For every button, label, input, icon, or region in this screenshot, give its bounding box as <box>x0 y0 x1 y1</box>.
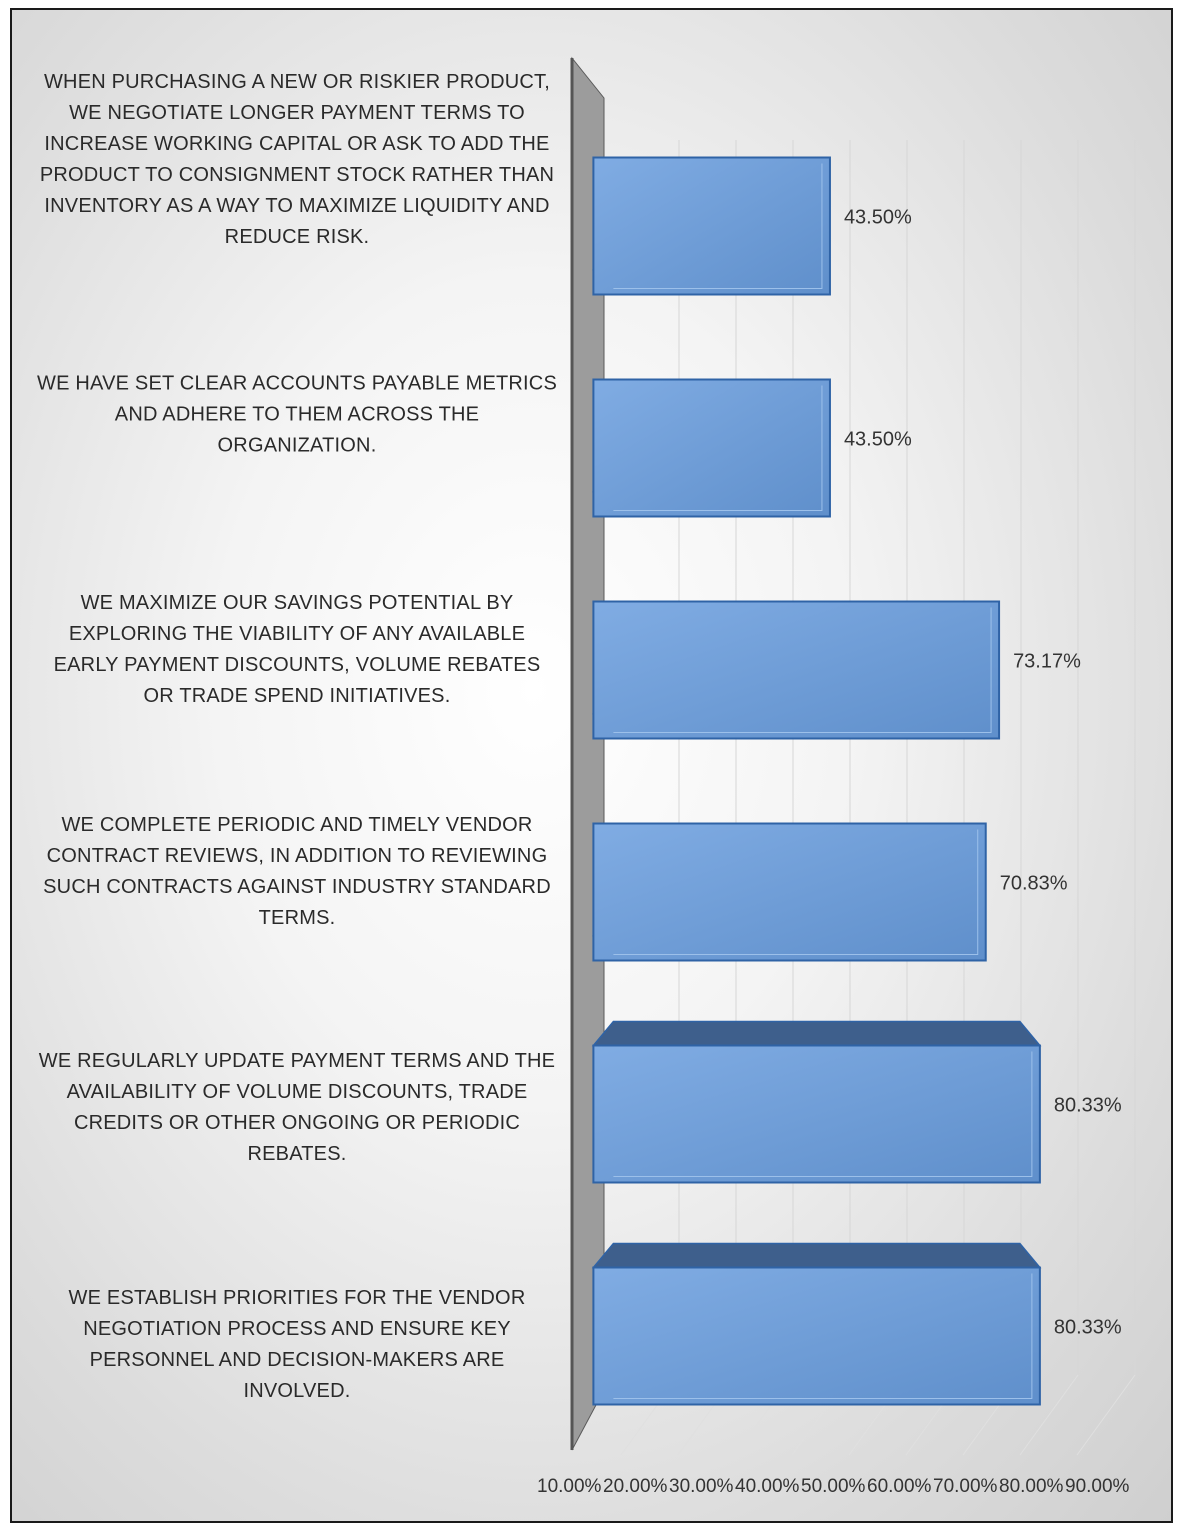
bar-4 <box>592 822 987 962</box>
bar-top-6 <box>591 1242 1042 1269</box>
bar-5 <box>592 1044 1041 1184</box>
x-tick-label-9: 90.00% <box>1065 1476 1130 1497</box>
bar-edge-6 <box>613 1273 1033 1399</box>
value-label-1: 43.50% <box>843 206 912 229</box>
x-tick-label-8: 80.00% <box>999 1476 1064 1497</box>
value-label-4: 70.83% <box>999 872 1068 895</box>
category-label-4: We complete periodic and timely vendor c… <box>43 814 551 929</box>
bar-6 <box>592 1266 1041 1406</box>
value-label-6: 80.33% <box>1053 1316 1122 1339</box>
x-tick-label-4: 40.00% <box>735 1476 800 1497</box>
chart-plot <box>570 56 1136 1456</box>
x-tick-label-1: 10.00% <box>537 1476 602 1497</box>
x-tick-label-6: 60.00% <box>867 1476 932 1497</box>
value-label-5: 80.33% <box>1053 1094 1122 1117</box>
bar-1 <box>592 156 831 296</box>
x-tick-label-7: 70.00% <box>933 1476 998 1497</box>
category-label-5: We regularly update payment terms and th… <box>38 1050 556 1165</box>
bar-top-5 <box>591 1020 1042 1047</box>
value-label-3: 73.17% <box>1013 650 1081 673</box>
category-label-2: We have set clear accounts payable metri… <box>37 372 557 457</box>
category-label-6: We establish priorities for the vendor n… <box>68 1287 526 1402</box>
x-tick-label-2: 20.00% <box>603 1476 668 1497</box>
bar-2 <box>592 378 831 518</box>
floor-gridline-8 <box>1019 1374 1079 1456</box>
floor-gridline-9 <box>1076 1374 1136 1456</box>
x-tick-label-3: 30.00% <box>669 1476 734 1497</box>
bar-3 <box>592 600 1001 740</box>
value-label-2: 43.50% <box>843 428 912 451</box>
chart-frame: When purchasing a new or riskier product… <box>10 8 1173 1523</box>
bar-edge-1 <box>613 163 823 289</box>
bar-edge-2 <box>613 385 823 511</box>
bar-edge-4 <box>613 829 979 955</box>
x-tick-label-5: 50.00% <box>801 1476 866 1497</box>
category-label-3: We maximize our savings potential by exp… <box>53 592 541 707</box>
bar-edge-5 <box>613 1051 1033 1177</box>
bar-edge-3 <box>613 607 992 733</box>
category-label-1: When purchasing a new or riskier product… <box>39 71 555 248</box>
